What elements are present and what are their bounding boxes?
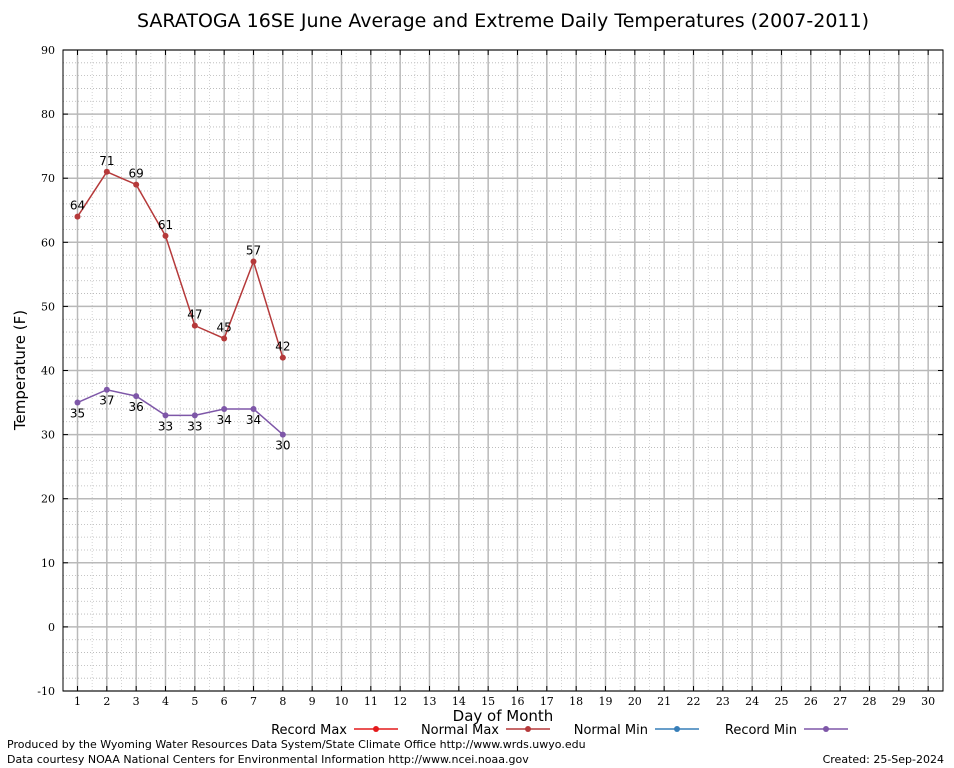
data-point-normal-max (103, 168, 110, 175)
data-label-record-min: 30 (275, 439, 290, 453)
data-point-normal-max (279, 354, 286, 361)
data-point-normal-max (162, 232, 169, 239)
data-point-normal-max (250, 258, 257, 265)
x-tick-label: 8 (279, 695, 286, 708)
y-tick-label: 0 (48, 621, 55, 634)
data-label-record-min: 36 (129, 400, 144, 414)
data-point-record-min (221, 405, 228, 412)
x-tick-label: 9 (309, 695, 316, 708)
y-tick-label: 40 (41, 365, 55, 378)
y-tick-label: 70 (41, 172, 55, 185)
footer-credit-line2: Data courtesy NOAA National Centers for … (7, 753, 529, 766)
y-tick-label: 20 (41, 493, 55, 506)
data-label-record-min: 33 (187, 419, 202, 433)
x-tick-label: 27 (833, 695, 847, 708)
y-tick-label: 10 (41, 557, 55, 570)
legend-marker-normal-min (674, 726, 680, 732)
data-point-record-min (191, 412, 198, 419)
x-tick-label: 11 (364, 695, 378, 708)
data-point-record-min (103, 386, 110, 393)
y-axis-label: Temperature (F) (11, 310, 29, 431)
data-label-record-min: 33 (158, 419, 173, 433)
y-axis-ticks: -10 0 10 20 30 40 50 60 70 80 90 (37, 44, 943, 698)
y-tick-label: 30 (41, 429, 55, 442)
y-tick-label: 60 (41, 236, 55, 249)
x-tick-label: 12 (393, 695, 407, 708)
data-label-normal-max: 61 (158, 218, 173, 232)
series-line-record-min (77, 388, 284, 436)
grid-minor (63, 50, 943, 691)
x-tick-label: 2 (103, 695, 110, 708)
y-tick-label: 50 (41, 300, 55, 313)
x-tick-label: 19 (598, 695, 612, 708)
data-point-record-min (74, 399, 81, 406)
legend-marker-record-max (373, 726, 379, 732)
x-tick-label: 20 (628, 695, 642, 708)
x-tick-label: 24 (745, 695, 759, 708)
x-tick-label: 21 (657, 695, 671, 708)
data-label-normal-max: 71 (99, 154, 114, 168)
legend: Record Max Normal Max Normal Min Record Min (271, 723, 848, 738)
data-label-record-min: 34 (217, 413, 232, 427)
x-tick-label: 4 (162, 695, 169, 708)
x-tick-label: 23 (716, 695, 730, 708)
data-point-record-min (162, 412, 169, 419)
x-tick-label: 28 (862, 695, 876, 708)
legend-marker-record-min (823, 726, 829, 732)
data-point-normal-max (133, 181, 140, 188)
data-point-normal-max (221, 335, 228, 342)
x-tick-label: 13 (422, 695, 436, 708)
footer-created-date: Created: 25-Sep-2024 (823, 753, 944, 766)
x-tick-label: 1 (74, 695, 81, 708)
legend-label-normal-max: Normal Max (421, 723, 499, 738)
data-point-normal-max (74, 213, 81, 220)
legend-label-record-max: Record Max (271, 723, 347, 738)
data-point-record-min (133, 393, 140, 400)
x-tick-label: 18 (569, 695, 583, 708)
data-label-record-min: 34 (246, 413, 261, 427)
y-tick-label: 90 (41, 44, 55, 57)
x-tick-label: 5 (191, 695, 198, 708)
x-tick-label: 26 (804, 695, 818, 708)
data-label-normal-max: 42 (275, 340, 290, 354)
data-label-normal-max: 47 (187, 308, 202, 322)
footer-credit-line1: Produced by the Wyoming Water Resources … (7, 738, 586, 751)
data-label-normal-max: 45 (217, 320, 232, 334)
data-label-normal-max: 64 (70, 199, 85, 213)
x-tick-label: 22 (686, 695, 700, 708)
x-tick-label: 25 (774, 695, 788, 708)
x-axis-ticks: 1 2 3 4 5 6 7 8 9 10 11 12 13 14 15 16 17 18 19 20 21 22 23 24 2… (74, 50, 935, 708)
legend-marker-normal-max (525, 726, 531, 732)
y-tick-label: 80 (41, 108, 55, 121)
x-tick-label: 29 (892, 695, 906, 708)
x-axis-label: Day of Month (453, 707, 554, 725)
data-point-normal-max (191, 322, 198, 329)
legend-label-record-min: Record Min (725, 723, 797, 738)
chart-title: SARATOGA 16SE June Average and Extreme D… (137, 10, 869, 32)
data-point-record-min (279, 431, 286, 438)
x-tick-label: 6 (221, 695, 228, 708)
x-tick-label: 16 (510, 695, 524, 708)
x-tick-label: 10 (334, 695, 348, 708)
y-tick-label: -10 (37, 685, 55, 698)
data-label-normal-max: 69 (129, 167, 144, 181)
x-tick-label: 17 (540, 695, 554, 708)
data-label-record-min: 37 (99, 394, 114, 408)
x-tick-label: 15 (481, 695, 495, 708)
legend-label-normal-min: Normal Min (574, 723, 648, 738)
x-tick-label: 3 (133, 695, 140, 708)
x-tick-label: 30 (921, 695, 935, 708)
series-line-normal-max (76, 170, 284, 358)
x-tick-label: 7 (250, 695, 257, 708)
data-label-record-min: 35 (70, 407, 85, 421)
data-point-record-min (250, 405, 257, 412)
series-layer: 64 71 69 61 47 45 57 42 35 37 36 33 33 34 34 30 (70, 154, 291, 453)
data-label-normal-max: 57 (246, 244, 261, 258)
x-tick-label: 14 (452, 695, 466, 708)
